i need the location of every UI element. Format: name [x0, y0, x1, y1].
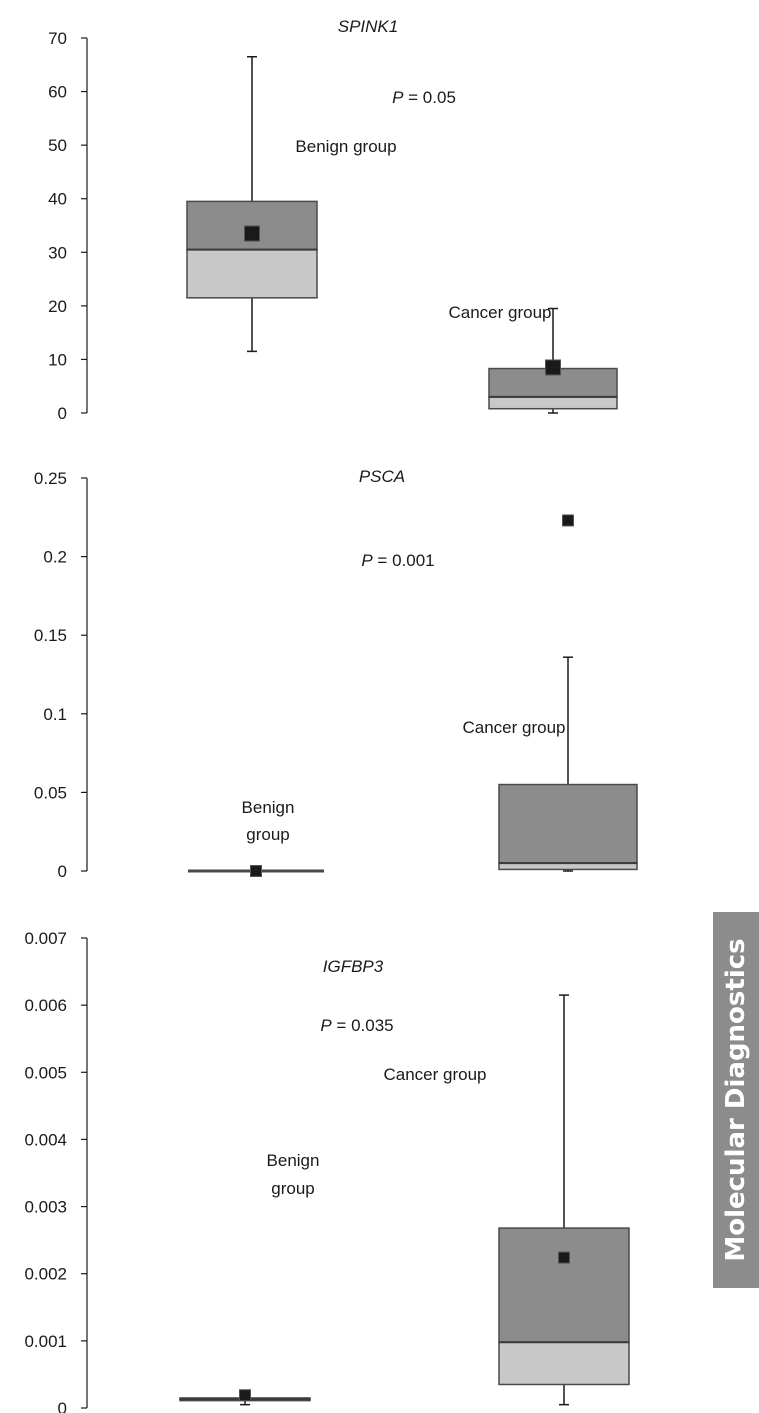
box-lower-quartile	[498, 1341, 630, 1386]
box-group-1: Benign group	[179, 1151, 320, 1406]
mean-marker	[239, 1389, 251, 1402]
group-label: group	[271, 1179, 314, 1198]
chart-title: SPINK1	[338, 17, 398, 36]
y-tick-label: 0	[58, 1399, 67, 1413]
mean-marker	[558, 1251, 570, 1264]
box-lower-quartile	[488, 396, 618, 410]
chart-title: IGFBP3	[323, 957, 384, 976]
section-side-tab: Molecular Diagnostics	[713, 912, 759, 1288]
box-group-2: Cancer group	[448, 303, 618, 414]
y-tick-label: 0.005	[24, 1063, 67, 1082]
box-group-1: Benign group	[188, 798, 324, 877]
chart-panel-2: 0 0.05 0.1 0.15 0.2 0.25 PSCA P = 0.001 Benign gr…	[34, 467, 638, 881]
y-tick-label: 0.05	[34, 783, 67, 802]
mean-marker	[250, 865, 262, 877]
chart-title: PSCA	[359, 467, 405, 486]
p-value-label: P = 0.05	[392, 88, 456, 107]
mean-marker	[545, 359, 561, 376]
y-tick-label: 0.003	[24, 1198, 67, 1217]
y-tick-label: 0.15	[34, 626, 67, 645]
box-upper-quartile	[498, 783, 638, 864]
group-label: Benign group	[295, 137, 396, 156]
y-tick-label: 0.1	[43, 705, 67, 724]
y-tick-label: 0.001	[24, 1332, 67, 1351]
group-label: Cancer group	[383, 1065, 486, 1084]
mean-marker	[244, 225, 260, 242]
group-label: Cancer group	[462, 718, 565, 737]
group-label: Cancer group	[448, 303, 551, 322]
group-label: group	[246, 825, 289, 844]
y-tick-label: 10	[48, 350, 67, 369]
p-value-label: P = 0.035	[320, 1016, 393, 1035]
y-tick-label: 0.2	[43, 548, 67, 567]
y-tick-label: 0.002	[24, 1265, 67, 1284]
group-label: Benign	[242, 798, 295, 817]
p-value-label: P = 0.001	[361, 551, 434, 570]
y-tick-label: 0	[58, 404, 67, 423]
mean-marker	[562, 514, 574, 527]
chart-panel-1: 0 10 20 30 40 50 60 70 SPINK1 P = 0.05 Benign grou…	[48, 17, 618, 423]
y-tick-label: 0.25	[34, 469, 67, 488]
box-upper-quartile	[186, 200, 318, 251]
box-group-2: Cancer group	[383, 994, 630, 1406]
box-upper-quartile	[498, 1227, 630, 1343]
box-group-1: Benign group	[186, 56, 397, 353]
y-tick-label: 60	[48, 83, 67, 102]
box-lower-quartile	[186, 248, 318, 299]
box-group-2: Cancer group	[462, 514, 638, 872]
y-tick-label: 50	[48, 136, 67, 155]
group-label: Benign	[267, 1151, 320, 1170]
y-tick-label: 0	[58, 862, 67, 881]
y-tick-label: 40	[48, 190, 67, 209]
y-tick-label: 20	[48, 297, 67, 316]
y-tick-label: 0.007	[24, 929, 67, 948]
y-tick-label: 30	[48, 243, 67, 262]
side-tab-label: Molecular Diagnostics	[721, 938, 751, 1262]
chart-panel-3: 0 0.001 0.002 0.003 0.004 0.005 0.006 0.007 IGFB…	[24, 929, 630, 1413]
y-tick-label: 0.006	[24, 996, 67, 1015]
y-tick-label: 0.004	[24, 1130, 67, 1149]
y-tick-label: 70	[48, 29, 67, 48]
